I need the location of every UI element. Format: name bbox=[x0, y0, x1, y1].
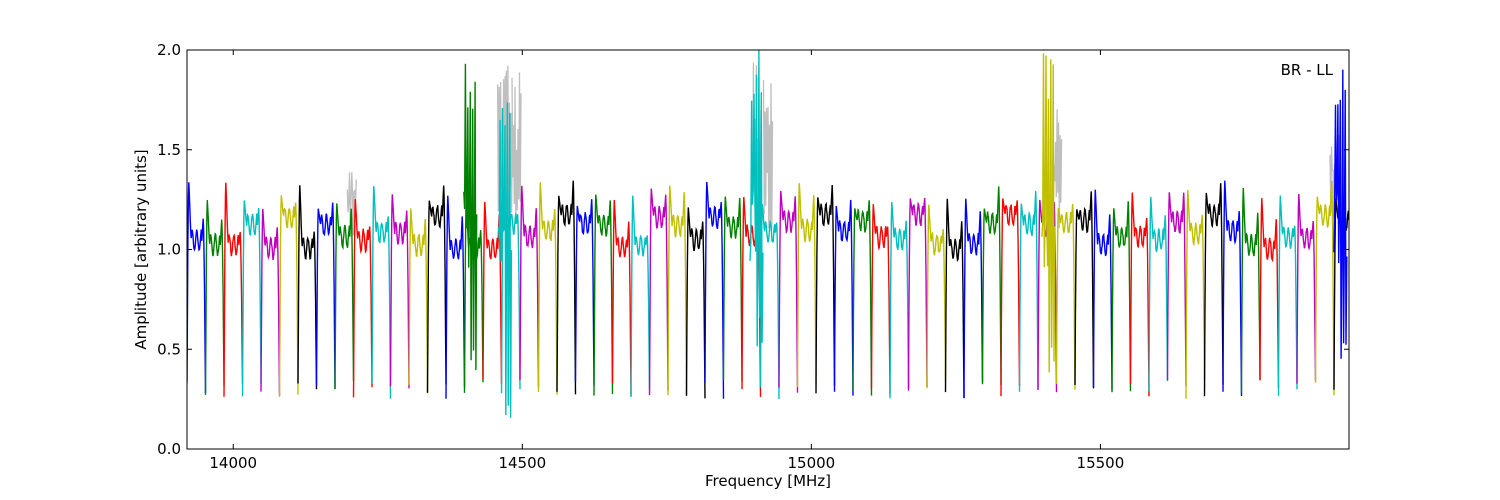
background-spike-4 bbox=[762, 79, 774, 230]
channel-line-5 bbox=[278, 195, 299, 397]
channel-line-60 bbox=[1296, 193, 1317, 384]
channel-line-29 bbox=[722, 196, 743, 382]
rfi-feature-1 bbox=[497, 102, 513, 418]
channel-line-1 bbox=[204, 200, 225, 395]
rfi-feature-0 bbox=[463, 63, 478, 371]
channel-line-9 bbox=[352, 199, 373, 398]
x-tick-label-0: 14000 bbox=[209, 454, 257, 472]
channel-line-10 bbox=[371, 186, 392, 399]
channel-line-49 bbox=[1092, 189, 1113, 390]
channel-line-25 bbox=[648, 188, 669, 396]
channel-line-39 bbox=[907, 197, 928, 391]
rfi-feature-2 bbox=[749, 50, 764, 347]
channel-line-50 bbox=[1111, 201, 1132, 393]
channel-line-18 bbox=[519, 185, 540, 387]
channel-line-3 bbox=[241, 200, 262, 397]
channel-line-14 bbox=[445, 195, 466, 399]
channel-line-54 bbox=[1185, 190, 1206, 399]
channel-line-22 bbox=[593, 194, 614, 396]
channel-line-35 bbox=[833, 199, 854, 396]
channel-line-7 bbox=[315, 202, 336, 389]
channel-line-11 bbox=[389, 194, 410, 389]
y-tick-label-4: 2.0 bbox=[157, 41, 181, 59]
x-tick-label-1: 14500 bbox=[498, 454, 546, 472]
channel-line-48 bbox=[1074, 191, 1095, 389]
channel-line-8 bbox=[334, 203, 355, 390]
channel-line-37 bbox=[870, 204, 891, 395]
y-tick-label-0: 0.0 bbox=[157, 440, 181, 458]
channel-line-26 bbox=[667, 185, 688, 396]
channel-line-31 bbox=[759, 204, 780, 400]
channel-line-51 bbox=[1129, 192, 1150, 397]
channel-line-19 bbox=[537, 182, 558, 395]
x-tick-label-3: 15500 bbox=[1077, 454, 1125, 472]
channel-line-43 bbox=[981, 186, 1002, 386]
channel-line-4 bbox=[260, 208, 281, 396]
channel-line-40 bbox=[926, 204, 947, 389]
channel-line-38 bbox=[889, 202, 910, 399]
x-tick-label-2: 15000 bbox=[787, 454, 835, 472]
channel-line-20 bbox=[556, 180, 577, 395]
channel-line-21 bbox=[574, 199, 595, 386]
background-spike-6 bbox=[346, 172, 357, 236]
channel-line-58 bbox=[1259, 198, 1280, 388]
baseline-annotation: BR - LL bbox=[1281, 61, 1334, 79]
channel-line-42 bbox=[963, 198, 984, 399]
channel-line-57 bbox=[1240, 187, 1261, 393]
x-axis-label: Frequency [MHz] bbox=[705, 472, 831, 490]
axis-ticks: 14000 14500 15000 15500 0.0 0.5 1.0 1.5 2.0 bbox=[157, 41, 1349, 472]
channel-line-47 bbox=[1055, 203, 1076, 390]
channel-line-13 bbox=[426, 185, 447, 393]
channel-line-61 bbox=[1314, 180, 1335, 396]
channel-line-59 bbox=[1277, 195, 1298, 396]
plot-area bbox=[187, 50, 1349, 418]
channel-line-44 bbox=[1000, 198, 1021, 397]
channel-line-33 bbox=[796, 183, 817, 388]
channel-line-0 bbox=[187, 182, 207, 393]
y-tick-label-2: 1.0 bbox=[157, 241, 181, 259]
channel-line-45 bbox=[1018, 191, 1039, 392]
background-spike-2 bbox=[511, 72, 522, 220]
channel-line-23 bbox=[611, 199, 632, 396]
channel-line-27 bbox=[685, 207, 706, 399]
channel-line-53 bbox=[1166, 192, 1187, 387]
channel-line-55 bbox=[1203, 183, 1224, 397]
channel-line-12 bbox=[408, 208, 429, 394]
channel-line-34 bbox=[815, 184, 836, 394]
channel-line-28 bbox=[704, 181, 725, 399]
y-axis-label: Amplitude [arbitrary units] bbox=[132, 149, 150, 349]
rfi-feature-4 bbox=[1333, 69, 1348, 359]
rfi-feature-3 bbox=[1041, 53, 1056, 373]
channel-line-56 bbox=[1222, 180, 1243, 397]
channel-line-2 bbox=[223, 182, 244, 397]
channel-line-41 bbox=[944, 198, 965, 399]
channel-line-24 bbox=[630, 195, 651, 398]
channel-line-36 bbox=[852, 200, 873, 396]
channel-line-52 bbox=[1148, 197, 1169, 392]
y-tick-label-3: 1.5 bbox=[157, 141, 181, 159]
y-tick-label-1: 0.5 bbox=[157, 340, 181, 358]
channel-line-32 bbox=[778, 190, 799, 393]
channel-line-6 bbox=[297, 185, 318, 390]
